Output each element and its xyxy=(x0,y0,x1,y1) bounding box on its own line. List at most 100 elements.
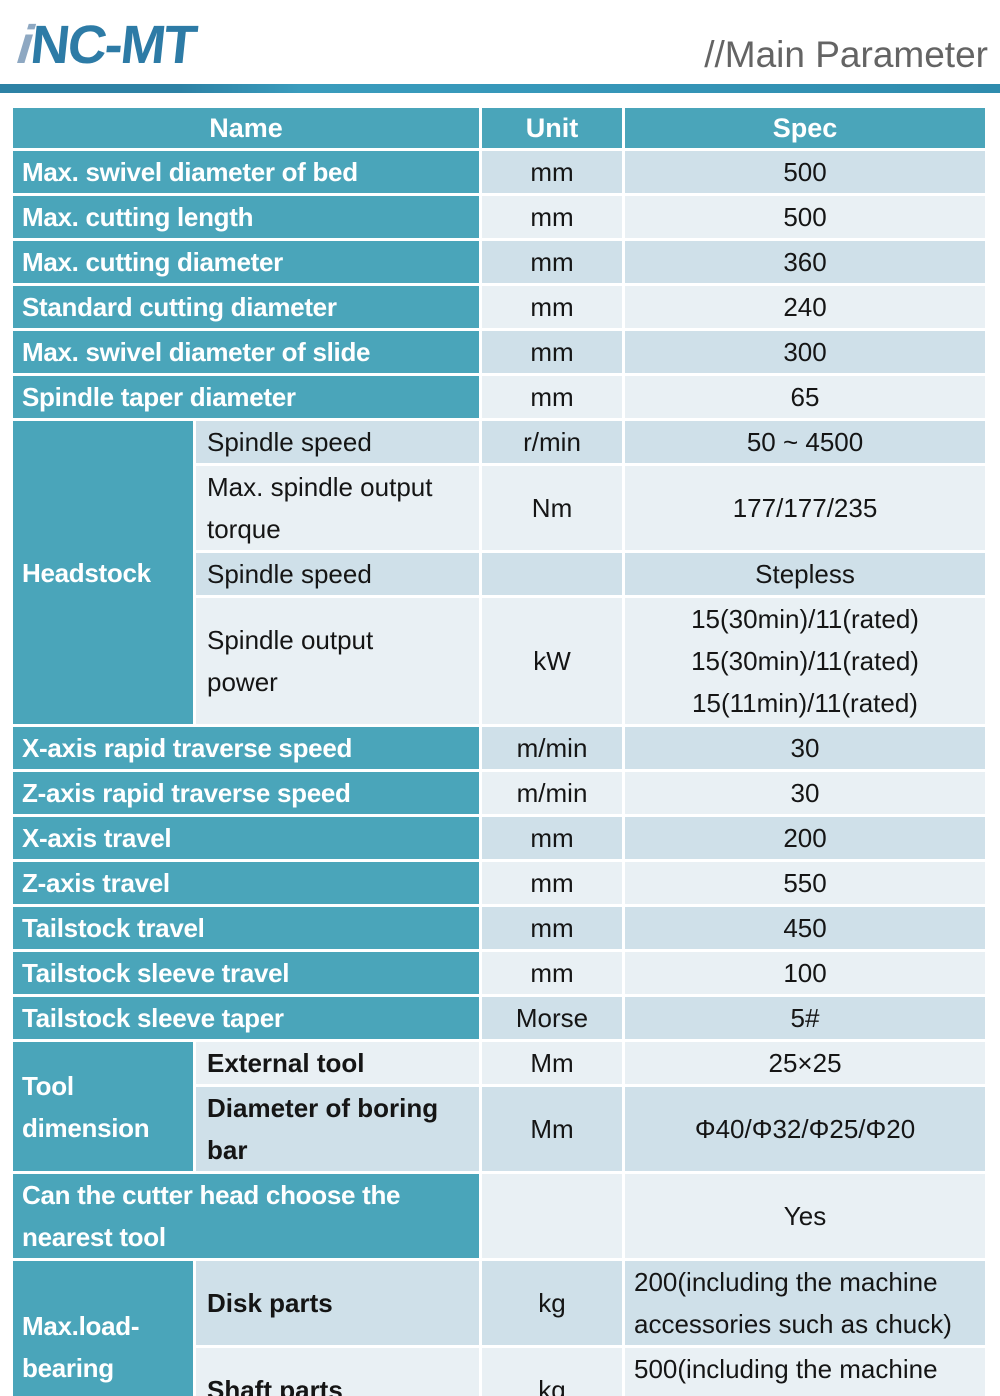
table-row: Shaft parts kg 500(including the machine… xyxy=(13,1348,986,1396)
unit-cell: kg xyxy=(482,1348,623,1396)
spec-cell: Yes xyxy=(625,1174,986,1258)
table-header-row: Name Unit Spec xyxy=(13,108,986,148)
spec-cell: 500 xyxy=(625,196,986,238)
spec-cell: 25×25 xyxy=(625,1042,986,1084)
name-cell: X-axis travel xyxy=(13,817,480,859)
brand-logo: iNC-MT xyxy=(14,10,198,80)
header-divider xyxy=(0,84,1000,93)
unit-cell: kg xyxy=(482,1261,623,1345)
name-cell: Max. cutting diameter xyxy=(13,241,480,283)
page-title: //Main Parameter xyxy=(704,34,988,75)
spec-cell: 360 xyxy=(625,241,986,283)
table-row: Max.load- bearing Disk parts kg 200(incl… xyxy=(13,1261,986,1396)
spec-cell: 30 xyxy=(625,727,986,769)
spec-cell: 100 xyxy=(625,952,986,994)
table-row: Z-axis travel mm 550 xyxy=(13,862,986,904)
spec-cell: 5# xyxy=(625,997,986,1039)
table-row: Max. cutting length mm 500 xyxy=(13,196,986,238)
unit-cell: kW xyxy=(482,598,623,724)
unit-cell: mm xyxy=(482,286,623,328)
subname-cell: Spindle speed xyxy=(196,553,480,595)
spec-cell: 550 xyxy=(625,862,986,904)
table-row: Max. swivel diameter of bed mm 500 xyxy=(13,151,986,193)
group-cell-tool-dimension: Tool dimension xyxy=(13,1042,193,1171)
unit-cell: mm xyxy=(482,862,623,904)
subname-cell: Disk parts xyxy=(196,1261,480,1345)
spec-cell: 240 xyxy=(625,286,986,328)
unit-cell: mm xyxy=(482,952,623,994)
table-row: Can the cutter head choose the nearest t… xyxy=(13,1174,986,1258)
name-cell: Z-axis rapid traverse speed xyxy=(13,772,480,814)
table-row: Tailstock sleeve travel mm 100 xyxy=(13,952,986,994)
main-parameter-table: Name Unit Spec Max. swivel diameter of b… xyxy=(10,105,989,1396)
spec-cell: 177/177/235 xyxy=(625,466,986,550)
unit-cell: Morse xyxy=(482,997,623,1039)
table-row: X-axis rapid traverse speed m/min 30 xyxy=(13,727,986,769)
unit-cell: Nm xyxy=(482,466,623,550)
name-cell: Max. swivel diameter of bed xyxy=(13,151,480,193)
table-row: Max. cutting diameter mm 360 xyxy=(13,241,986,283)
logo-part-nc: NC xyxy=(27,15,109,75)
logo-part-mt: -MT xyxy=(101,15,199,75)
unit-cell: Mm xyxy=(482,1087,623,1171)
unit-cell: m/min xyxy=(482,772,623,814)
unit-cell: mm xyxy=(482,907,623,949)
name-cell: Z-axis travel xyxy=(13,862,480,904)
subname-cell: External tool xyxy=(196,1042,480,1084)
name-cell: Max. cutting length xyxy=(13,196,480,238)
spec-cell: 200(including the machine accessories su… xyxy=(625,1261,986,1345)
name-cell: Spindle taper diameter xyxy=(13,376,480,418)
subname-cell: Shaft parts xyxy=(196,1348,480,1396)
name-cell: Tailstock travel xyxy=(13,907,480,949)
unit-cell: r/min xyxy=(482,421,623,463)
spec-cell: Stepless xyxy=(625,553,986,595)
table-row: X-axis travel mm 200 xyxy=(13,817,986,859)
spec-cell: 500(including the machine accessories su… xyxy=(625,1348,986,1396)
spec-cell: 200 xyxy=(625,817,986,859)
table-row: Spindle taper diameter mm 65 xyxy=(13,376,986,418)
table-row: Spindle output power kW 15(30min)/11(rat… xyxy=(13,598,986,724)
spec-cell: 15(30min)/11(rated) 15(30min)/11(rated) … xyxy=(625,598,986,724)
unit-cell: m/min xyxy=(482,727,623,769)
subname-cell: Max. spindle output torque xyxy=(196,466,480,550)
name-cell: Can the cutter head choose the nearest t… xyxy=(13,1174,480,1258)
spec-cell: 50 ~ 4500 xyxy=(625,421,986,463)
name-cell: Max. swivel diameter of slide xyxy=(13,331,480,373)
spec-cell: 30 xyxy=(625,772,986,814)
table-row: Tailstock sleeve taper Morse 5# xyxy=(13,997,986,1039)
column-header-name: Name xyxy=(13,108,480,148)
unit-cell: mm xyxy=(482,376,623,418)
table-row: Tailstock travel mm 450 xyxy=(13,907,986,949)
unit-cell: mm xyxy=(482,196,623,238)
table-row: Max. swivel diameter of slide mm 300 xyxy=(13,331,986,373)
subname-cell: Spindle speed xyxy=(196,421,480,463)
subname-cell: Spindle output power xyxy=(196,598,480,724)
table-row: Max. spindle output torque Nm 177/177/23… xyxy=(13,466,986,550)
table-row: Headstock Spindle speed r/min 50 ~ 4500 xyxy=(13,421,986,724)
unit-cell xyxy=(482,553,623,595)
unit-cell: mm xyxy=(482,817,623,859)
unit-cell: mm xyxy=(482,151,623,193)
spec-cell: 500 xyxy=(625,151,986,193)
spec-cell: 300 xyxy=(625,331,986,373)
unit-cell: mm xyxy=(482,331,623,373)
spec-cell: Φ40/Φ32/Φ25/Φ20 xyxy=(625,1087,986,1171)
page-header: iNC-MT //Main Parameter xyxy=(0,0,1000,93)
table-row: Tool dimension External tool Mm 25×25 xyxy=(13,1042,986,1171)
name-cell: X-axis rapid traverse speed xyxy=(13,727,480,769)
name-cell: Tailstock sleeve taper xyxy=(13,997,480,1039)
spec-cell: 450 xyxy=(625,907,986,949)
spec-cell: 65 xyxy=(625,376,986,418)
unit-cell: mm xyxy=(482,241,623,283)
unit-cell: Mm xyxy=(482,1042,623,1084)
subname-cell: Diameter of boring bar xyxy=(196,1087,480,1171)
unit-cell xyxy=(482,1174,623,1258)
name-cell: Tailstock sleeve travel xyxy=(13,952,480,994)
table-row: Standard cutting diameter mm 240 xyxy=(13,286,986,328)
column-header-unit: Unit xyxy=(482,108,623,148)
table-row: Spindle speed Stepless xyxy=(13,553,986,595)
name-cell: Standard cutting diameter xyxy=(13,286,480,328)
table-row: Z-axis rapid traverse speed m/min 30 xyxy=(13,772,986,814)
group-cell-max-load-bearing: Max.load- bearing xyxy=(13,1261,193,1396)
